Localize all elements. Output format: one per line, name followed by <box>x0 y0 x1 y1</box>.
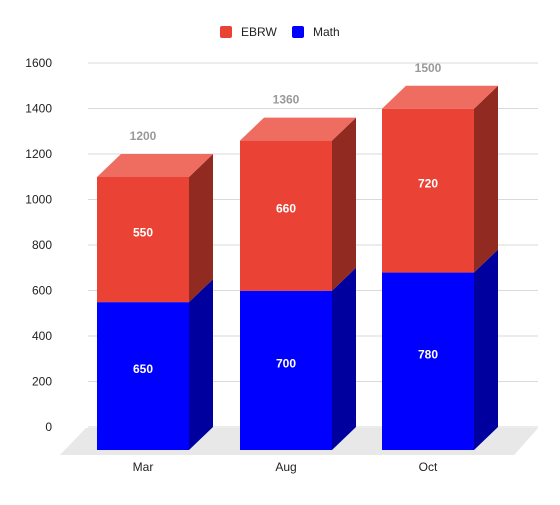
bar-math-oct <box>382 272 474 450</box>
total-label-oct: 1500 <box>415 61 442 75</box>
y-tick-label-1600: 1600 <box>25 56 52 70</box>
y-tick-label-1000: 1000 <box>25 193 52 207</box>
bar-ebrw-aug <box>240 140 332 291</box>
bar-side-ebrw-mar <box>189 154 213 303</box>
data-label-ebrw-mar: 550 <box>133 226 153 240</box>
legend-item-ebrw[interactable]: EBRW <box>220 25 277 39</box>
x-tick-label-mar: Mar <box>133 460 154 474</box>
y-tick-label-800: 800 <box>32 238 52 252</box>
legend-label-math: Math <box>313 25 340 39</box>
bar-side-math-mar <box>189 279 213 450</box>
y-tick-label-1200: 1200 <box>25 147 52 161</box>
legend-swatch-ebrw <box>220 26 232 38</box>
x-tick-label-aug: Aug <box>275 460 296 474</box>
y-tick-label-400: 400 <box>32 329 52 343</box>
legend-item-math[interactable]: Math <box>292 25 340 39</box>
data-label-math-oct: 780 <box>418 347 438 361</box>
bar-top-ebrw-oct <box>382 85 498 109</box>
y-tick-label-200: 200 <box>32 375 52 389</box>
data-label-ebrw-oct: 720 <box>418 177 438 191</box>
bar-ebrw-mar <box>97 177 189 303</box>
y-axis-tick-labels: 0 200 400 600 800 1000 1200 1400 1600 <box>25 56 52 434</box>
data-label-math-mar: 650 <box>133 362 153 376</box>
y-tick-label-1400: 1400 <box>25 102 52 116</box>
total-label-mar: 1200 <box>130 129 157 143</box>
bar-side-math-oct <box>474 249 498 450</box>
data-labels: 650 550 1200 700 660 1360 780 720 1500 <box>130 61 442 376</box>
bar-math-mar <box>97 302 189 450</box>
x-axis-tick-labels: Mar Aug Oct <box>133 460 438 474</box>
legend[interactable]: EBRW Math <box>220 25 340 39</box>
data-label-ebrw-aug: 660 <box>276 202 296 216</box>
total-label-aug: 1360 <box>273 93 300 107</box>
legend-swatch-math <box>292 26 304 38</box>
bar-side-ebrw-aug <box>332 117 356 291</box>
bar-ebrw-oct <box>382 108 474 273</box>
bar-side-math-aug <box>332 267 356 450</box>
bar-top-ebrw-aug <box>240 117 356 141</box>
y-tick-label-600: 600 <box>32 284 52 298</box>
bar-side-ebrw-oct <box>474 85 498 273</box>
legend-label-ebrw: EBRW <box>241 25 277 39</box>
data-label-math-aug: 700 <box>276 356 296 370</box>
bar-top-ebrw-mar <box>97 154 213 177</box>
bars <box>97 85 498 450</box>
bar-math-aug <box>240 290 332 450</box>
y-tick-label-0: 0 <box>45 420 52 434</box>
x-tick-label-oct: Oct <box>419 460 438 474</box>
